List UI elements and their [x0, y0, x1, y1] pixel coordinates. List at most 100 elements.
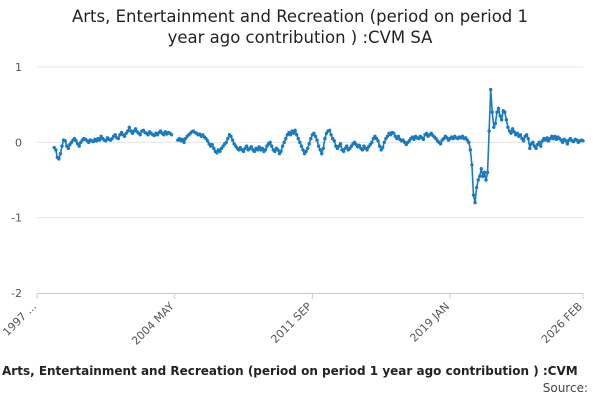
data-point: [116, 136, 121, 141]
x-tick-label: 2019 JAN: [407, 300, 452, 345]
data-point: [321, 146, 325, 151]
data-point: [438, 142, 443, 146]
data-point: [320, 151, 324, 156]
data-point: [305, 146, 310, 151]
data-point: [332, 139, 336, 143]
data-point: [104, 139, 108, 143]
data-point: [273, 149, 277, 154]
data-point: [284, 136, 288, 141]
data-point: [504, 118, 509, 122]
data-point: [490, 110, 494, 114]
data-point: [77, 144, 81, 148]
data-point: [288, 133, 293, 137]
data-point: [291, 131, 296, 135]
data-point: [510, 127, 515, 131]
data-point: [279, 149, 283, 154]
data-point: [182, 140, 186, 145]
data-point: [338, 142, 343, 146]
data-point: [269, 144, 274, 148]
chart-title: Arts, Entertainment and Recreation (peri…: [71, 7, 529, 47]
data-point: [382, 140, 387, 145]
data-point: [138, 133, 142, 137]
data-point: [260, 146, 264, 151]
data-point: [162, 133, 166, 137]
data-point: [468, 148, 473, 152]
data-point: [58, 151, 63, 156]
data-point: [484, 178, 488, 182]
data-point: [412, 137, 416, 142]
data-point: [421, 137, 426, 142]
data-point: [492, 125, 496, 129]
y-tick-label: 1: [15, 61, 22, 74]
data-point: [539, 144, 543, 148]
data-point: [74, 139, 78, 143]
data-point: [304, 149, 308, 154]
data-point: [467, 140, 471, 145]
data-point: [381, 145, 385, 150]
data-point: [553, 134, 557, 139]
data-point: [276, 148, 280, 152]
source: Source:: [542, 381, 588, 395]
data-point: [122, 134, 127, 139]
data-point: [509, 131, 513, 135]
data-point: [295, 133, 299, 137]
y-tick-label: 0: [15, 136, 22, 149]
data-point: [329, 133, 333, 137]
data-point: [476, 178, 480, 182]
data-point: [537, 140, 541, 145]
data-point: [210, 142, 214, 147]
data-point: [54, 148, 58, 152]
x-tick-label: 2004 MAY: [129, 300, 177, 348]
data-point: [313, 134, 318, 139]
data-point: [327, 128, 332, 132]
data-point: [263, 148, 268, 152]
data-point: [315, 138, 319, 142]
data-point: [180, 137, 185, 142]
data-point: [280, 144, 285, 148]
data-point: [377, 144, 382, 148]
data-point: [252, 149, 257, 154]
data-point: [341, 149, 346, 154]
data-point: [316, 144, 321, 148]
data-point: [296, 136, 300, 141]
data-point: [370, 140, 374, 145]
data-point: [215, 151, 219, 155]
data-point: [424, 131, 429, 135]
data-point: [515, 131, 519, 135]
data-point: [312, 131, 316, 135]
data-point: [396, 134, 401, 139]
y-tick-label: -1: [11, 212, 22, 225]
data-point: [376, 139, 380, 143]
data-point: [133, 127, 138, 131]
data-point: [293, 128, 297, 132]
data-point: [482, 170, 487, 175]
data-point: [485, 170, 490, 175]
x-tick-label: 1997 ...: [0, 300, 39, 339]
data-point: [488, 87, 493, 92]
data-point: [498, 114, 502, 118]
data-point: [299, 144, 304, 148]
data-point: [471, 193, 476, 197]
data-point: [244, 144, 249, 148]
data-point: [226, 136, 230, 141]
data-point: [126, 129, 130, 133]
data-point: [581, 139, 585, 143]
data-point: [249, 145, 254, 149]
data-point: [478, 174, 482, 178]
data-point: [224, 140, 229, 145]
data-point: [499, 118, 504, 122]
data-point: [545, 136, 549, 140]
data-point: [487, 129, 491, 133]
data-point: [257, 145, 261, 149]
data-point: [218, 149, 222, 154]
data-point: [493, 121, 498, 126]
data-point: [481, 174, 485, 178]
data-point: [212, 146, 216, 151]
data-point: [496, 106, 501, 111]
data-point: [564, 139, 568, 143]
data-point: [560, 140, 565, 145]
data-point: [298, 140, 302, 145]
data-point: [307, 142, 311, 146]
